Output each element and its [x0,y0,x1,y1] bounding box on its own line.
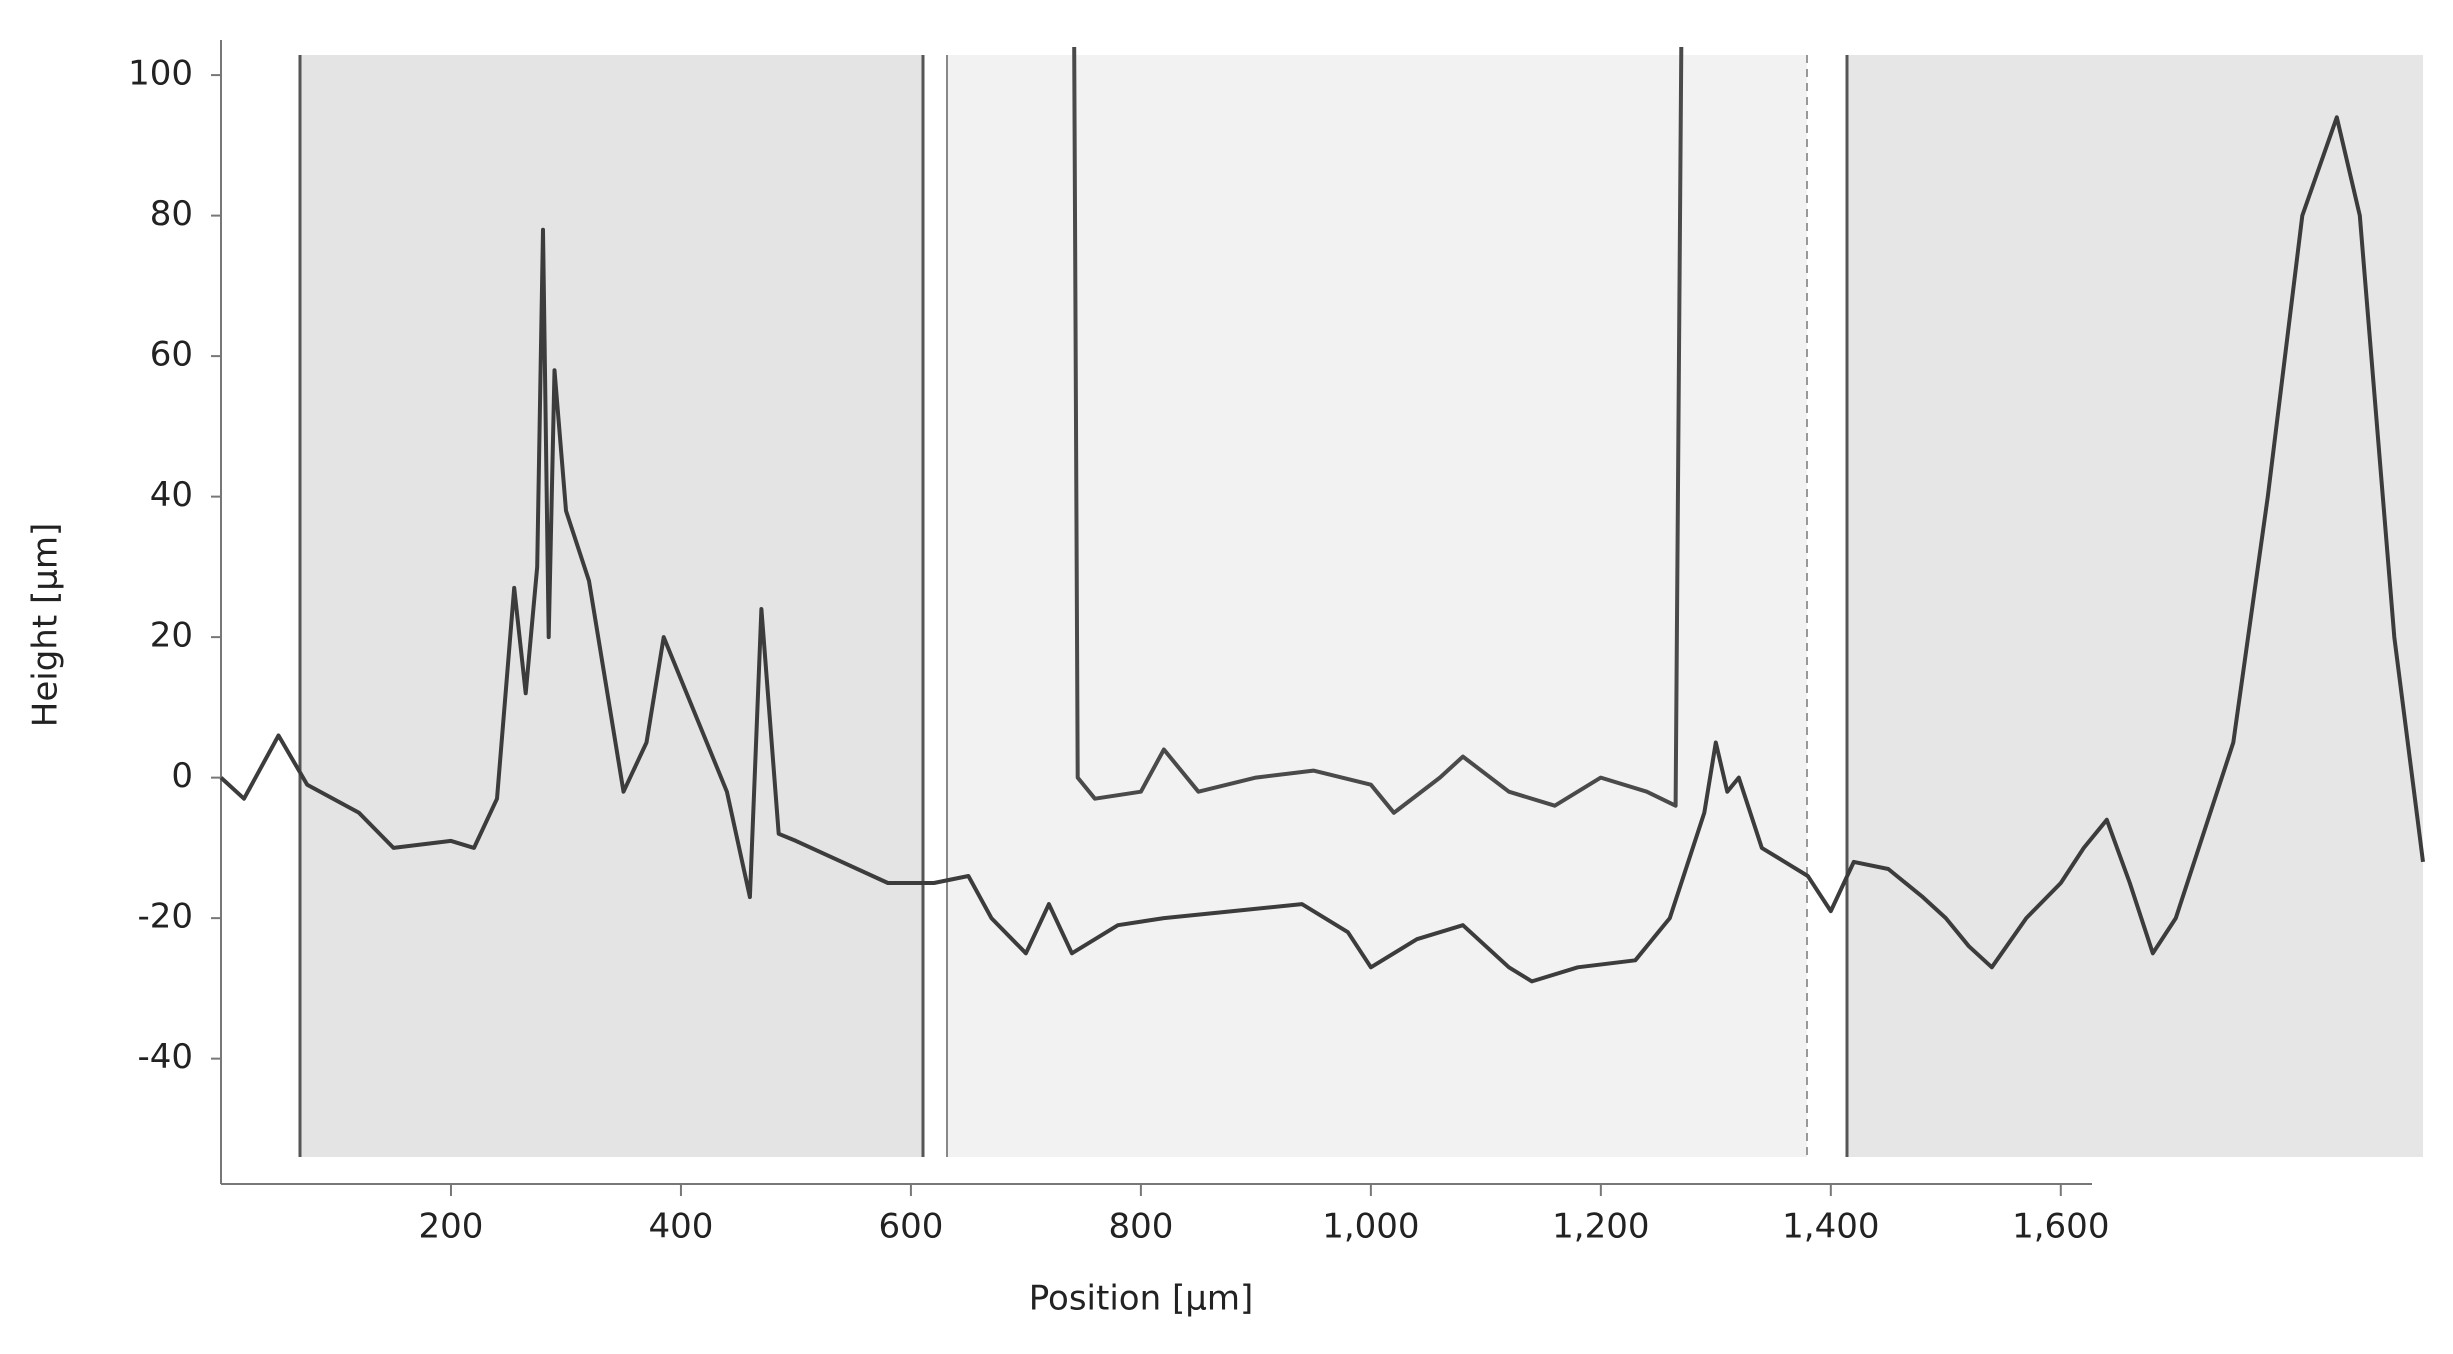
image-panel [947,55,1807,1157]
x-tick-label: 1,600 [2012,1207,2109,1247]
y-tick-label: 60 [150,335,193,375]
x-tick-label: 800 [1108,1207,1173,1247]
y-tick-label: -40 [137,1037,193,1077]
x-tick-label: 200 [419,1207,484,1247]
profile-line [1072,46,1684,815]
y-tick-label: 40 [150,475,193,515]
x-tick-label: 1,000 [1322,1207,1419,1247]
y-tick-label: 0 [171,756,193,796]
y-tick-label: 20 [150,616,193,656]
x-tick-label: 1,200 [1552,1207,1649,1247]
image-panel [300,55,923,1157]
y-tick-label: 100 [128,54,193,94]
y-tick-label: -20 [137,897,193,937]
profile-line [219,115,2425,984]
x-tick-label: 600 [878,1207,943,1247]
x-axis-title: Position [µm] [1029,1279,1253,1319]
x-tick-label: 400 [648,1207,713,1247]
x-tick-label: 1,400 [1782,1207,1879,1247]
y-axis-title: Height [µm] [26,523,66,727]
y-tick-label: 80 [150,194,193,234]
image-panel [1847,55,2423,1157]
